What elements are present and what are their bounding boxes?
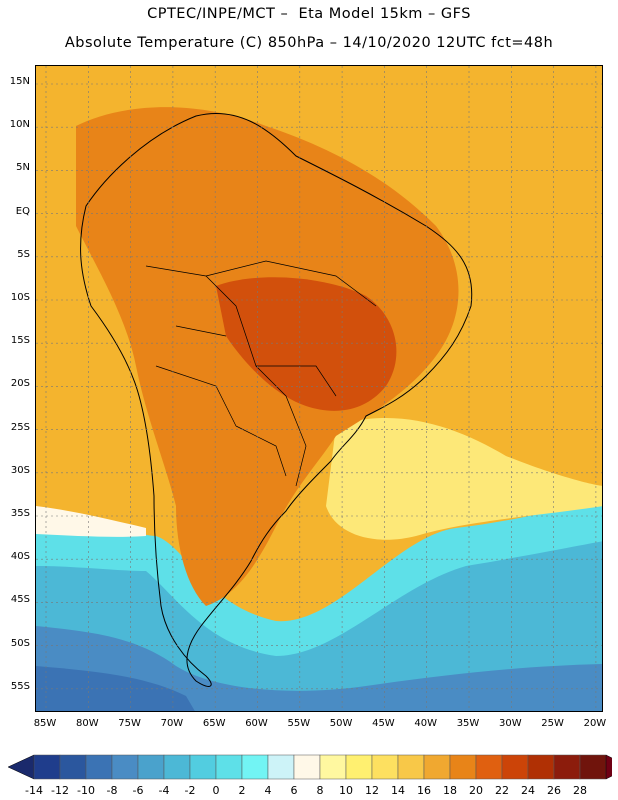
latitude-label: 50S [10, 637, 30, 649]
colorbar-swatch [449, 754, 477, 780]
colorbar-label: 2 [238, 784, 246, 797]
latitude-label: 20S [10, 378, 30, 390]
colorbar-label: 24 [521, 784, 535, 797]
colorbar-label: 0 [212, 784, 220, 797]
colorbar-label: 22 [495, 784, 509, 797]
pale-field [36, 506, 146, 537]
latitude-label: 25S [10, 421, 30, 433]
colorbar-label: 28 [573, 784, 587, 797]
colorbar-label: 20 [469, 784, 483, 797]
colorbar-swatch [137, 754, 165, 780]
latitude-label: 5S [17, 248, 30, 260]
longitude-label: 75W [118, 718, 141, 729]
longitude-label: 20W [583, 718, 607, 729]
colorbar-label: -2 [184, 784, 196, 797]
latitude-label: 15N [9, 76, 30, 87]
country-borders [145, 260, 377, 487]
colorbar-swatch [371, 754, 399, 780]
colorbar-low-arrow [8, 754, 35, 780]
colorbar-swatch [85, 754, 113, 780]
colorbar-swatch [527, 754, 555, 780]
latitude-label: 55S [10, 680, 30, 692]
colorbar-label: -14 [25, 784, 43, 797]
latitude-label: 10S [10, 292, 30, 303]
colorbar-high-arrow [605, 754, 612, 780]
colorbar-swatch [501, 754, 529, 780]
colorbar-swatch [241, 754, 269, 780]
cold-field-4 [36, 666, 195, 711]
colorbar-swatch [579, 754, 607, 780]
colorbar-swatch [397, 754, 425, 780]
colorbar-swatch [111, 754, 139, 780]
longitude-label: 85W [33, 718, 57, 729]
longitude-label: 65W [202, 718, 226, 729]
colorbar-swatch [553, 754, 581, 780]
colorbar-label: -6 [132, 784, 144, 797]
latitude-label: 30S [10, 464, 30, 476]
colorbar-swatch [215, 754, 243, 780]
longitude-label: 35W [456, 718, 480, 729]
cold-field-3 [36, 626, 602, 711]
latitude-label: 45S [10, 594, 30, 606]
latitude-label: 10N [9, 119, 30, 131]
land-hot-core [216, 277, 397, 411]
latitude-label: 35S [10, 508, 30, 519]
colorbar-swatch [293, 754, 321, 780]
latitude-label: 15S [10, 335, 30, 347]
colorbar-label: 10 [339, 784, 353, 797]
longitude-label: 30W [498, 718, 522, 729]
colorbar-label: 12 [365, 784, 379, 797]
temperature-map [35, 65, 603, 712]
colorbar-label: 26 [547, 784, 561, 797]
colorbar-label: 4 [264, 784, 272, 797]
colorbar-label: 8 [316, 784, 324, 797]
colorbar-label: -12 [51, 784, 69, 797]
longitude-label: 70W [160, 718, 184, 729]
longitude-label: 55W [287, 718, 311, 729]
colorbar-label: -8 [106, 784, 118, 797]
temperature-colorbar [8, 754, 612, 780]
longitude-label: 80W [75, 718, 99, 729]
colorbar-swatch [267, 754, 295, 780]
map-canvas [36, 66, 602, 711]
colorbar-swatch [59, 754, 87, 780]
colorbar-label: -4 [158, 784, 170, 797]
light-field [326, 417, 602, 540]
colorbar-swatch [163, 754, 191, 780]
colorbar-swatch [423, 754, 451, 780]
longitude-label: 25W [541, 718, 564, 729]
south-america-coastline [80, 112, 473, 687]
colorbar-swatch [33, 754, 61, 780]
longitude-label: 45W [372, 718, 395, 729]
colorbar-swatch [189, 754, 217, 780]
colorbar-label: 16 [417, 784, 431, 797]
latitude-label: 5N [16, 162, 30, 174]
map-title: CPTEC/INPE/MCT – Eta Model 15km – GFS [147, 6, 471, 22]
colorbar-label: 14 [391, 784, 405, 797]
longitude-label: 40W [414, 718, 437, 729]
latitude-label: 40S [10, 551, 30, 563]
colorbar-label: 18 [443, 784, 457, 797]
colorbar-swatch [475, 754, 503, 780]
colorbar-swatch [319, 754, 347, 780]
longitude-label: 60W [245, 718, 268, 729]
colorbar-swatch [345, 754, 373, 780]
map-subtitle: Absolute Temperature (C) 850hPa – 14/10/… [64, 35, 554, 51]
longitude-label: 50W [329, 718, 353, 729]
latitude-label: EQ [15, 205, 30, 217]
colorbar-label: 6 [290, 784, 298, 797]
colorbar-label: -10 [77, 784, 95, 797]
